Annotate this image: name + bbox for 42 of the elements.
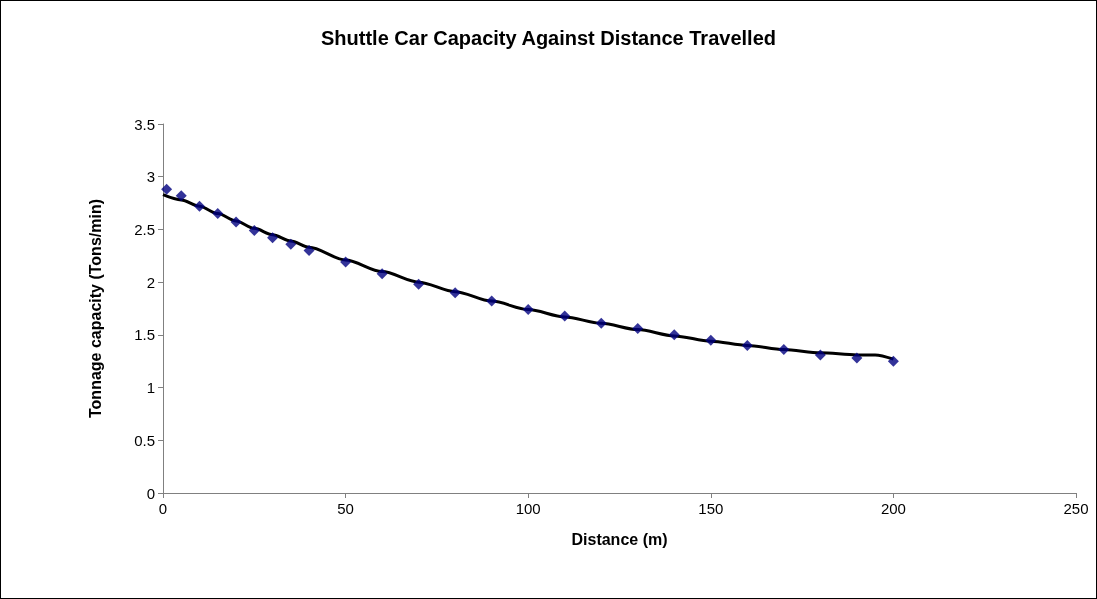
point	[175, 190, 187, 202]
y-axis-title: Tonnage capacity (Tons/min)	[86, 199, 104, 418]
point	[285, 238, 297, 250]
point	[778, 344, 790, 356]
y-tick-label: 1	[146, 379, 155, 397]
point	[741, 339, 753, 351]
point	[595, 317, 607, 329]
point	[522, 304, 534, 316]
point	[376, 268, 388, 280]
point	[559, 310, 571, 322]
x-tick-label: 200	[880, 500, 906, 517]
point	[230, 216, 242, 228]
point	[705, 334, 717, 346]
point	[814, 349, 826, 361]
point	[851, 352, 863, 364]
y-tick-label: 2	[146, 273, 155, 291]
chart-title: Shuttle Car Capacity Against Distance Travelled	[321, 27, 776, 49]
y-tick-label: 1.5	[134, 326, 155, 344]
x-tick-label: 0	[158, 500, 168, 517]
point	[248, 224, 260, 236]
point	[161, 183, 173, 195]
point	[267, 232, 279, 244]
y-tick-label: 0	[146, 484, 155, 502]
point	[668, 329, 680, 341]
point	[194, 200, 206, 212]
x-axis-title: Distance (m)	[571, 530, 668, 548]
point	[632, 323, 644, 335]
x-tick-label: 50	[337, 500, 354, 517]
point	[212, 208, 224, 220]
point	[449, 287, 461, 299]
point	[887, 355, 899, 367]
point	[413, 278, 425, 290]
y-tick-label: 3	[146, 168, 155, 186]
point	[340, 256, 352, 268]
point	[486, 295, 498, 307]
y-tick-label: 3.5	[134, 115, 155, 133]
y-tick-label: 0.5	[134, 431, 155, 449]
point	[303, 245, 315, 257]
x-tick-label: 250	[1063, 500, 1089, 517]
x-tick-label: 100	[515, 500, 541, 517]
x-tick-label: 150	[698, 500, 724, 517]
y-tick-label: 2.5	[134, 220, 155, 238]
